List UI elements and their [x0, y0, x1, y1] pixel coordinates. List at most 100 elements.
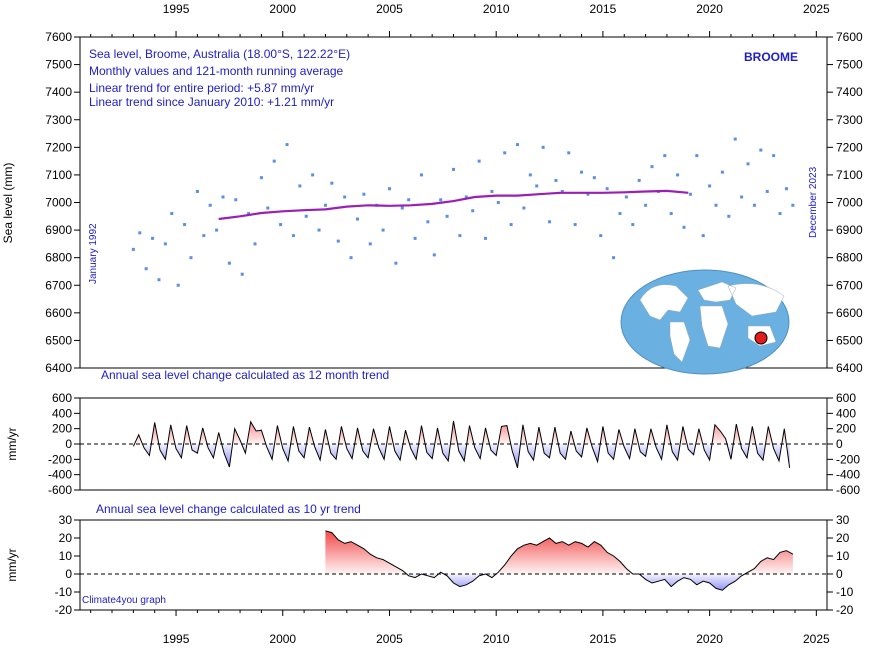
y-tick-label-right: 6700 [836, 278, 863, 292]
monthly-point [208, 203, 212, 207]
panel3-title: Annual sea level change calculated as 10… [96, 502, 361, 516]
monthly-point [752, 203, 756, 207]
monthly-point [138, 231, 142, 235]
monthly-point [266, 206, 270, 210]
y-tick-label-left: 600 [52, 391, 72, 405]
monthly-point [253, 242, 257, 246]
x-tick-label-top-2005: 2005 [376, 2, 403, 16]
monthly-point [458, 234, 462, 238]
y-tick-label-right: 7600 [836, 30, 863, 44]
monthly-point [765, 189, 769, 193]
info-line-4: Linear trend since January 2010: +1.21 m… [89, 95, 334, 109]
y-tick-label-right: 30 [836, 513, 850, 527]
monthly-point [394, 261, 398, 265]
monthly-point [720, 170, 724, 174]
y-tick-label-right: 7200 [836, 140, 863, 154]
monthly-point [202, 234, 206, 238]
monthly-point [650, 165, 654, 169]
y-tick-label-left: -400 [48, 468, 72, 482]
axis-ticks [74, 31, 833, 616]
monthly-point [381, 228, 385, 232]
monthly-point [784, 187, 788, 191]
monthly-point [605, 187, 609, 191]
monthly-point [419, 173, 423, 177]
monthly-point [157, 278, 161, 282]
monthly-point [516, 143, 520, 147]
start-date-label: January 1992 [88, 223, 99, 284]
monthly-point [714, 203, 718, 207]
monthly-point [740, 195, 744, 199]
end-date-label: December 2023 [808, 166, 819, 238]
axis-tick-labels: 1995199520002000200520052010201020152015… [45, 2, 863, 646]
chart-marks [80, 137, 827, 591]
monthly-point [259, 176, 263, 180]
monthly-point [195, 189, 199, 193]
monthly-point [631, 223, 635, 227]
x-tick-label-top-2015: 2015 [590, 2, 617, 16]
monthly-point [778, 212, 782, 216]
y-tick-label-left: 6900 [45, 223, 72, 237]
monthly-point [452, 167, 455, 171]
climate4you-credit: Climate4you graph [82, 595, 166, 606]
trend-10-yr-negative-area [325, 574, 793, 591]
monthly-point [682, 225, 686, 229]
y-tick-label-left: 30 [59, 513, 73, 527]
y-tick-label-left: 7500 [45, 58, 72, 72]
monthly-point [759, 148, 763, 152]
info-line-3: Linear trend for entire period: +5.87 mm… [89, 81, 314, 95]
panel3-ylabel: mm/yr [5, 548, 19, 581]
monthly-point [227, 261, 231, 265]
y-tick-label-right: -200 [836, 452, 860, 466]
y-tick-label-left: 7600 [45, 30, 72, 44]
trend-10-yr-outline [325, 530, 794, 591]
monthly-point [407, 198, 411, 202]
monthly-point [221, 195, 225, 199]
trend-10-yr-positive-area [325, 530, 793, 574]
y-tick-label-right: 6400 [836, 361, 863, 375]
monthly-point [131, 247, 135, 251]
monthly-point [400, 206, 404, 210]
y-tick-label-right: 6800 [836, 251, 863, 265]
x-tick-label-bottom-2025: 2025 [803, 632, 830, 646]
y-tick-label-left: 6500 [45, 333, 72, 347]
monthly-point [554, 178, 558, 182]
y-tick-label-right: 7000 [836, 196, 863, 210]
y-tick-label-right: 7400 [836, 85, 863, 99]
world-map-inset [620, 269, 790, 375]
monthly-point [176, 283, 180, 287]
monthly-point [612, 256, 616, 260]
y-tick-label-left: 10 [59, 549, 73, 563]
y-tick-label-right: 6900 [836, 223, 863, 237]
station-marker-icon [754, 331, 768, 345]
monthly-point [477, 159, 481, 163]
monthly-point [746, 162, 750, 166]
monthly-point [189, 256, 193, 260]
y-tick-label-left: 400 [52, 406, 72, 420]
monthly-point [509, 223, 513, 227]
y-tick-label-right: -400 [836, 468, 860, 482]
monthly-point [535, 184, 539, 188]
y-tick-label-left: 7200 [45, 140, 72, 154]
x-tick-label-bottom-2020: 2020 [696, 632, 723, 646]
y-tick-label-right: 7300 [836, 113, 863, 127]
monthly-point [304, 214, 308, 218]
monthly-point [215, 228, 219, 232]
monthly-point [240, 272, 244, 276]
x-tick-label-top-2025: 2025 [803, 2, 830, 16]
monthly-point [183, 223, 187, 227]
monthly-point [336, 239, 340, 243]
monthly-point [151, 236, 155, 240]
info-line-2: Monthly values and 121-month running ave… [89, 64, 343, 78]
x-tick-label-bottom-2010: 2010 [483, 632, 510, 646]
y-tick-label-right: -20 [836, 603, 854, 617]
monthly-point [496, 201, 500, 204]
y-tick-label-left: 20 [59, 531, 73, 545]
monthly-point [317, 228, 321, 232]
y-tick-label-right: 0 [836, 567, 843, 581]
monthly-point [727, 214, 731, 218]
x-tick-label-bottom-2015: 2015 [590, 632, 617, 646]
monthly-point [343, 195, 347, 199]
y-tick-label-left: 200 [52, 422, 72, 436]
monthly-point [247, 212, 251, 216]
